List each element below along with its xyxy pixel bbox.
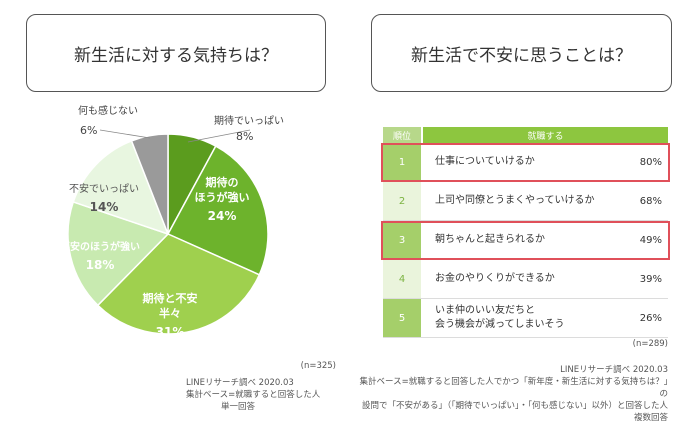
pie-slice-2 bbox=[96, 233, 261, 335]
left-answer-type: 単一回答 bbox=[221, 402, 256, 412]
item-cell: お金のやりくりができるか bbox=[435, 273, 555, 284]
group-header: 就職する bbox=[423, 127, 668, 143]
right-sample-size: (n=289) bbox=[632, 339, 668, 349]
table-header: 順位 就職する bbox=[383, 127, 668, 143]
pie-label-1: ほうが強い bbox=[195, 190, 250, 204]
pie-slice-4 bbox=[72, 139, 170, 236]
item-cell: 仕事についていけるか bbox=[435, 156, 535, 167]
left-sample-size: (n=325) bbox=[300, 361, 336, 371]
rank-cell: 5 bbox=[383, 299, 421, 337]
rank-cell: 2 bbox=[383, 182, 421, 220]
item-cell: いま仲のいい友だちと 会う機会が減ってしまいそう bbox=[435, 305, 565, 330]
pie-value-5: 6% bbox=[80, 124, 97, 137]
pie-slice-5 bbox=[130, 133, 169, 235]
right-source: LINEリサーチ調べ 2020.03 bbox=[560, 365, 668, 375]
pie-label-5: 何も感じない bbox=[78, 104, 138, 117]
ranking-table: 順位 就職する 1 仕事についていけるか 80% 2 上司や同僚とうまくやっていけるか 6… bbox=[381, 127, 670, 338]
pie-leader-5 bbox=[99, 129, 151, 139]
value-cell: 26% bbox=[639, 312, 662, 324]
pie-value-2: 31% bbox=[156, 325, 185, 339]
table-row: 1 仕事についていけるか 80% bbox=[381, 143, 670, 182]
right-notes: (n=289) LINEリサーチ調べ 2020.03 集計ベース=就職すると回答… bbox=[358, 338, 668, 424]
pie-label-2: 半々 bbox=[159, 306, 181, 320]
value-cell: 68% bbox=[639, 195, 662, 207]
value-cell: 39% bbox=[639, 273, 662, 285]
pie-label-4: 不安でいっぱい bbox=[69, 182, 139, 195]
table-row: 3 朝ちゃんと起きられるか 49% bbox=[381, 221, 670, 260]
rank-cell: 3 bbox=[383, 221, 421, 259]
table-row: 4 お金のやりくりができるか 39% bbox=[383, 260, 668, 299]
table-rows: 1 仕事についていけるか 80% 2 上司や同僚とうまくやっていけるか 68% 3 朝ちゃんと… bbox=[381, 143, 670, 338]
pie-label-1: 期待の bbox=[206, 175, 239, 189]
table-row: 5 いま仲のいい友だちと 会う機会が減ってしまいそう 26% bbox=[383, 299, 668, 338]
left-source: LINEリサーチ調べ 2020.03 bbox=[186, 378, 294, 388]
pie-slice-3 bbox=[67, 200, 170, 307]
pie-label-0: 期待でいっぱい bbox=[214, 114, 284, 127]
pie-value-1: 24% bbox=[208, 209, 237, 223]
pie-value-4: 14% bbox=[90, 200, 119, 214]
right-base: 集計ベース=就職すると回答した人でかつ「新年度・新生活に対する気持ちは？」の bbox=[359, 377, 668, 399]
table-row: 2 上司や同僚とうまくやっていけるか 68% bbox=[383, 182, 668, 221]
pie-slice-1 bbox=[166, 145, 269, 276]
pie-label-2: 期待と不安 bbox=[143, 291, 198, 305]
item-cell: 朝ちゃんと起きられるか bbox=[435, 234, 545, 245]
item-cell: 上司や同僚とうまくやっていけるか bbox=[435, 195, 595, 206]
right-table-title: 新生活で不安に思うことは？ bbox=[371, 14, 672, 92]
right-answer-type: 複数回答 bbox=[633, 413, 668, 423]
left-chart-title: 新生活に対する気持ちは？ bbox=[26, 14, 326, 92]
pie-label-3: 不安のほうが強い bbox=[60, 240, 140, 253]
rank-cell: 4 bbox=[383, 260, 421, 298]
right-base2: 設問で「不安がある」（「期待でいっぱい」・「何も感じない」以外）と回答した人 bbox=[361, 401, 668, 411]
value-cell: 80% bbox=[639, 156, 662, 168]
pie-leader-0 bbox=[187, 129, 251, 143]
pie-value-0: 8% bbox=[236, 130, 253, 143]
pie-chart-area: 期待でいっぱい 8% 期待の ほうが強い 24% 期待と不安 半々 31% 不安のほうが強い 18… bbox=[0, 100, 350, 380]
rank-cell: 1 bbox=[383, 143, 421, 181]
rank-header: 順位 bbox=[383, 127, 421, 143]
pie-value-3: 18% bbox=[86, 258, 115, 272]
left-base: 集計ベース=就職すると回答した人 bbox=[186, 390, 321, 400]
value-cell: 49% bbox=[639, 234, 662, 246]
